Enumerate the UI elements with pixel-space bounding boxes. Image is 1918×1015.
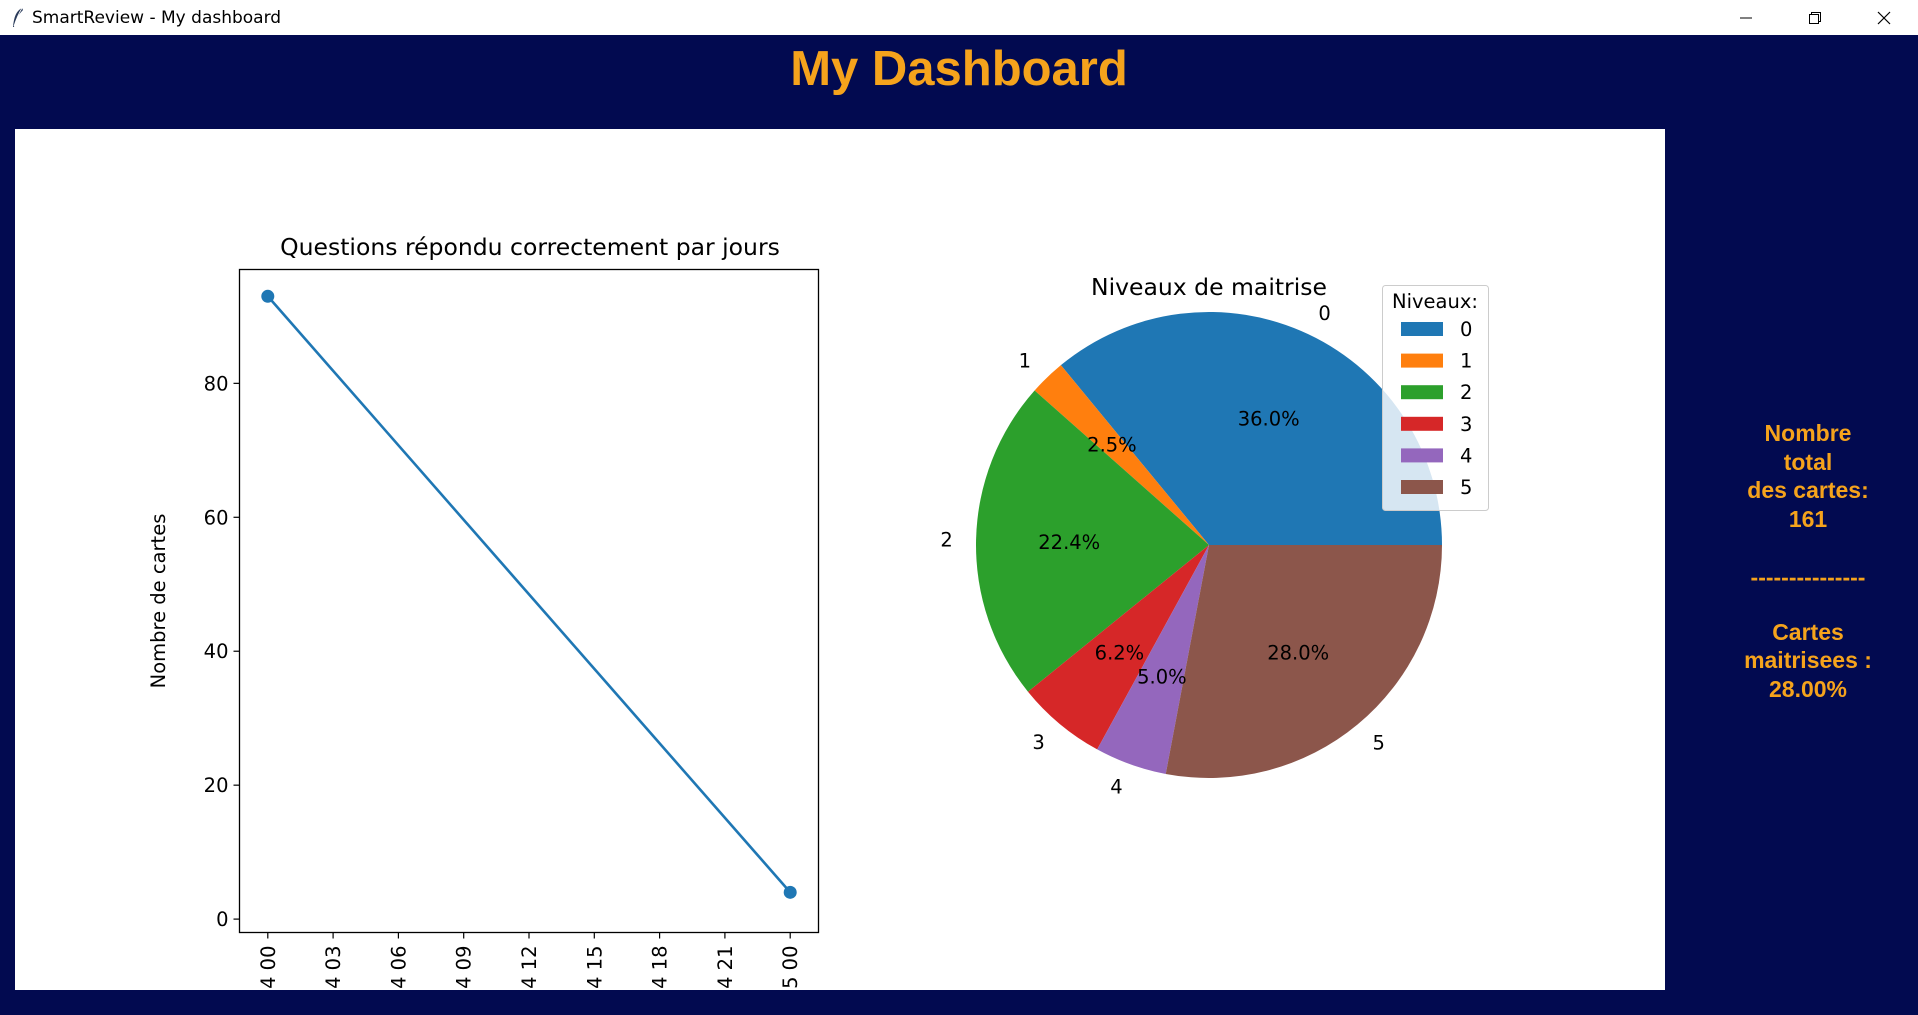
stats-separator: --------------- <box>1750 564 1866 590</box>
pie-percent-label: 22.4% <box>1038 531 1100 554</box>
pie-slice-1 <box>1034 365 1209 545</box>
x-tick-label: 2-24 09 <box>453 946 476 991</box>
mastered-cards-label-line-1: Cartes <box>1772 618 1844 645</box>
stats-panel: Nombre total des cartes: 161 -----------… <box>1700 419 1916 703</box>
page-title: My Dashboard <box>790 42 1128 96</box>
plot-panel: Questions répondu correctement par jours… <box>15 129 1665 990</box>
data-point <box>261 289 275 303</box>
line-chart-title: Questions répondu correctement par jours <box>280 233 780 261</box>
line-chart-series <box>261 289 797 899</box>
x-tick-label: 2-24 00 <box>257 946 280 991</box>
legend-label: 1 <box>1460 350 1472 373</box>
minimize-button[interactable] <box>1711 0 1780 35</box>
close-button[interactable] <box>1849 0 1918 35</box>
line-chart-y-label: Nombre de cartes <box>147 514 170 689</box>
pie-category-label: 5 <box>1373 731 1385 754</box>
pie-percent-label: 2.5% <box>1087 433 1137 456</box>
legend-label: 0 <box>1460 318 1472 341</box>
charts-canvas: Questions répondu correctement par jours… <box>147 233 1489 991</box>
pie-category-label: 0 <box>1318 302 1330 325</box>
x-tick-label: 2-25 00 <box>779 946 802 991</box>
y-tick-label: 20 <box>204 774 229 797</box>
legend-swatch-3 <box>1401 416 1443 431</box>
x-tick-label: 2-24 06 <box>387 946 410 991</box>
line-chart: Questions répondu correctement par jours… <box>147 233 820 991</box>
x-tick-label: 2-24 15 <box>583 946 606 991</box>
legend-swatch-4 <box>1401 448 1443 463</box>
total-cards-label-line-3: des cartes: <box>1747 477 1869 503</box>
legend-label: 4 <box>1460 444 1472 467</box>
pie-legend-items: 0 1 2 3 4 5 <box>1401 318 1472 499</box>
x-tick-label: 2-24 18 <box>649 946 672 991</box>
total-cards-label-line-1: Nombre <box>1764 420 1852 446</box>
pie-slice-5 <box>1165 545 1442 778</box>
total-cards-label-line-2: total <box>1783 448 1833 475</box>
pie-slice-0 <box>1060 311 1442 545</box>
total-cards-value: 161 <box>1788 505 1828 532</box>
pie-percent-label: 6.2% <box>1095 641 1145 664</box>
legend-label: 5 <box>1460 476 1472 499</box>
window-controls <box>1711 0 1918 35</box>
legend-swatch-1 <box>1401 353 1443 368</box>
pie-chart-title: Niveaux de maitrise <box>1091 273 1327 301</box>
pie-chart: Niveaux de maitrise 36.0% 0 2.5% 1 22.4% 2 6.2… <box>940 273 1489 798</box>
y-tick-label: 40 <box>204 640 229 663</box>
pie-percent-label: 5.0% <box>1137 666 1187 689</box>
line-chart-x-ticks: 2-24 00 2-24 03 2-24 06 2-24 09 2-24 12 2-24 … <box>257 932 802 991</box>
dashboard-window: My Dashboard Questions répondu correctem… <box>0 35 1918 1015</box>
legend-swatch-5 <box>1401 480 1443 494</box>
y-tick-label: 60 <box>204 506 229 529</box>
legend-label: 3 <box>1460 413 1472 436</box>
pie-category-label: 1 <box>1019 350 1031 373</box>
restore-button[interactable] <box>1780 0 1849 35</box>
legend-swatch-0 <box>1401 322 1443 336</box>
pie-slice-4 <box>1097 545 1209 774</box>
pie-category-label: 4 <box>1110 775 1122 798</box>
window-titlebar[interactable]: SmartReview - My dashboard <box>0 0 1918 35</box>
minimize-icon <box>1739 17 1752 18</box>
close-icon <box>1877 11 1890 24</box>
line-chart-frame <box>238 268 820 934</box>
x-tick-label: 2-24 03 <box>322 946 345 991</box>
line-chart-y-ticks: 0 20 40 60 80 <box>204 372 240 931</box>
window-title: SmartReview - My dashboard <box>32 7 282 28</box>
y-tick-label: 80 <box>204 372 229 395</box>
pie-legend-title: Niveaux: <box>1392 290 1478 313</box>
pie-percent-label: 28.0% <box>1267 642 1329 665</box>
pie-slice-2 <box>976 390 1209 692</box>
legend-swatch-2 <box>1401 385 1443 400</box>
mastered-cards-label-line-2: maitrisees : <box>1744 647 1872 673</box>
pie-chart-slices <box>976 311 1442 778</box>
series-line <box>266 295 792 894</box>
pie-category-label: 2 <box>940 528 952 551</box>
x-tick-label: 2-24 12 <box>518 946 541 991</box>
legend-label: 2 <box>1460 381 1472 404</box>
restore-icon <box>1808 11 1821 24</box>
data-point <box>783 885 797 899</box>
pie-percent-label: 36.0% <box>1238 408 1300 431</box>
mastered-cards-value: 28.00% <box>1768 675 1847 702</box>
pie-slice-3 <box>1027 545 1209 750</box>
pie-category-label: 3 <box>1032 731 1044 754</box>
x-tick-label: 2-24 21 <box>714 946 737 991</box>
y-tick-label: 0 <box>216 908 228 931</box>
pie-chart-legend: Niveaux: 0 1 2 3 4 5 <box>1382 285 1489 511</box>
pie-chart-labels: 36.0% 0 2.5% 1 22.4% 2 6.2% 3 5.0% 4 28.0% 5 <box>940 302 1385 798</box>
feather-icon <box>6 0 30 35</box>
